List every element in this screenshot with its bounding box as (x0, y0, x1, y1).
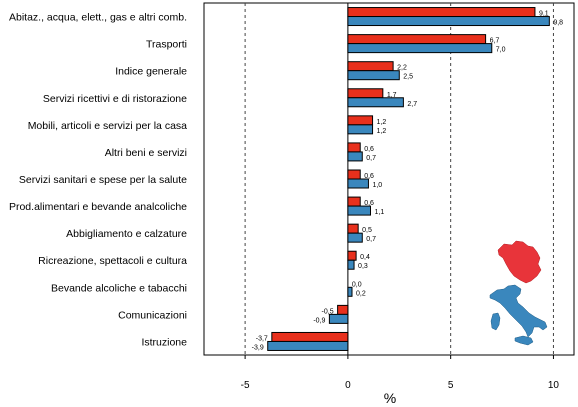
category-label: Altri beni e servizi (105, 147, 187, 159)
category-label: Abbigliamento e calzature (66, 228, 187, 240)
category-label: Mobili, articoli e servizi per la casa (28, 120, 187, 132)
x-axis-title: % (384, 390, 396, 406)
category-label: Istruzione (141, 336, 187, 348)
value-label-series-1: 0,4 (360, 254, 370, 261)
value-label-series-1: 0,6 (364, 146, 374, 153)
category-label: Servizi sanitari e spese per la salute (19, 174, 187, 186)
bar-series-2 (328, 313, 349, 324)
category-label: Servizi ricettivi e di ristorazione (43, 93, 187, 105)
x-tick-label: -5 (241, 380, 250, 391)
sicily-shape (514, 335, 534, 346)
bar-series-1 (347, 115, 374, 126)
bar-series-1 (347, 88, 384, 99)
value-label-series-2: 0,7 (366, 236, 376, 243)
category-label: Bevande alcoliche e tabacchi (51, 282, 187, 294)
value-label-series-2: 1,0 (372, 182, 382, 189)
plot-area-frame (203, 2, 575, 356)
value-label-series-1: 0,5 (362, 227, 372, 234)
category-label: Ricreazione, spettacoli e cultura (38, 255, 187, 267)
bar-series-2 (347, 97, 404, 108)
bar-series-1 (347, 142, 361, 153)
sardinia-shape (490, 312, 501, 331)
category-label: Trasporti (146, 39, 187, 51)
bar-series-1 (347, 7, 536, 18)
value-label-series-2: 1,1 (375, 209, 385, 216)
bar-series-2 (347, 178, 369, 189)
value-label-series-1: 0,0 (352, 281, 362, 288)
italy-map-inset (489, 240, 548, 346)
bar-series-2 (347, 43, 493, 54)
bar-series-1 (347, 61, 394, 72)
x-tick-label: 5 (448, 380, 454, 391)
value-label-series-1: 0,6 (364, 200, 374, 207)
value-label-series-1: -3,7 (256, 335, 268, 342)
bar-series-2 (267, 340, 349, 351)
value-label-series-1: 2,2 (397, 65, 407, 72)
value-label-series-2: -0,9 (313, 317, 325, 324)
value-label-series-2: 0,2 (356, 290, 366, 297)
bar-series-2 (347, 70, 400, 81)
bar-series-2 (347, 259, 355, 270)
value-label-series-2: 0,7 (366, 155, 376, 162)
x-tick-label: 0 (345, 380, 351, 391)
value-label-series-1: -0,5 (322, 308, 334, 315)
bar-series-1 (347, 169, 361, 180)
bar-series-2 (347, 286, 353, 297)
bar-series-2 (347, 151, 363, 162)
value-label-series-2: 9,8 (553, 20, 563, 27)
value-label-series-2: -3,9 (252, 344, 264, 351)
bar-series-2 (347, 205, 371, 216)
bar-series-1 (347, 223, 359, 234)
value-label-series-2: 2,7 (407, 101, 417, 108)
bar-series-1 (337, 304, 349, 315)
bar-series-1 (347, 196, 361, 207)
x-tick-label: 10 (548, 380, 560, 391)
category-label: Abitaz., acqua, elett., gas e altri comb… (9, 12, 187, 24)
category-label: Comunicazioni (118, 309, 187, 321)
bar-series-1 (271, 331, 349, 342)
value-label-series-2: 7,0 (496, 47, 506, 54)
value-label-series-1: 1,2 (377, 119, 387, 126)
value-label-series-1: 1,7 (387, 92, 397, 99)
bar-series-1 (347, 250, 357, 261)
category-label: Prod.alimentari e bevande analcoliche (9, 201, 187, 213)
value-label-series-2: 2,5 (403, 74, 413, 81)
category-label: Indice generale (115, 66, 187, 78)
tuscany-region-shape (497, 240, 542, 284)
value-label-series-2: 1,2 (377, 128, 387, 135)
italy-mainland-shape (489, 284, 548, 338)
bar-series-1 (347, 34, 487, 45)
bar-series-2 (347, 232, 363, 243)
value-label-series-1: 6,7 (490, 38, 500, 45)
bar-series-2 (347, 16, 550, 27)
value-label-series-1: 0,6 (364, 173, 374, 180)
bar-series-2 (347, 124, 374, 135)
value-label-series-1: 9,1 (539, 11, 549, 18)
value-label-series-2: 0,3 (358, 263, 368, 270)
